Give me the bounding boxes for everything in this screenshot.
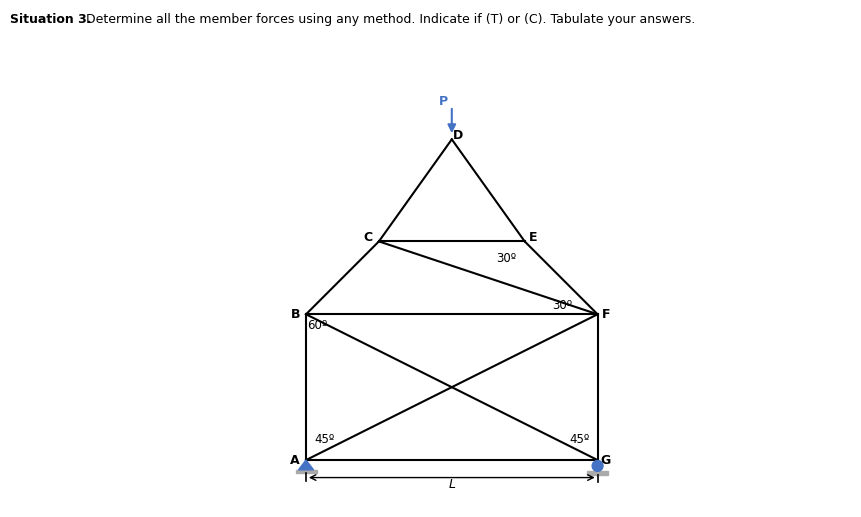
Text: 30º: 30º (551, 299, 571, 312)
Text: F: F (601, 308, 610, 321)
Text: D: D (453, 129, 463, 142)
Text: Determine all the member forces using any method. Indicate if (T) or (C). Tabula: Determine all the member forces using an… (82, 13, 694, 26)
Text: 45º: 45º (314, 433, 334, 446)
Bar (295, 470, 316, 474)
Text: 45º: 45º (568, 433, 589, 446)
Text: C: C (363, 231, 372, 244)
Text: 60º: 60º (307, 320, 326, 332)
Text: A: A (290, 453, 300, 466)
Circle shape (592, 461, 603, 472)
Bar (586, 472, 607, 475)
Text: L: L (448, 478, 455, 491)
Text: G: G (600, 453, 610, 466)
Text: E: E (528, 231, 536, 244)
Text: 30º: 30º (496, 252, 516, 265)
Text: P: P (438, 95, 448, 109)
Text: B: B (290, 308, 300, 321)
Text: Situation 3.: Situation 3. (10, 13, 92, 26)
Polygon shape (298, 460, 313, 470)
